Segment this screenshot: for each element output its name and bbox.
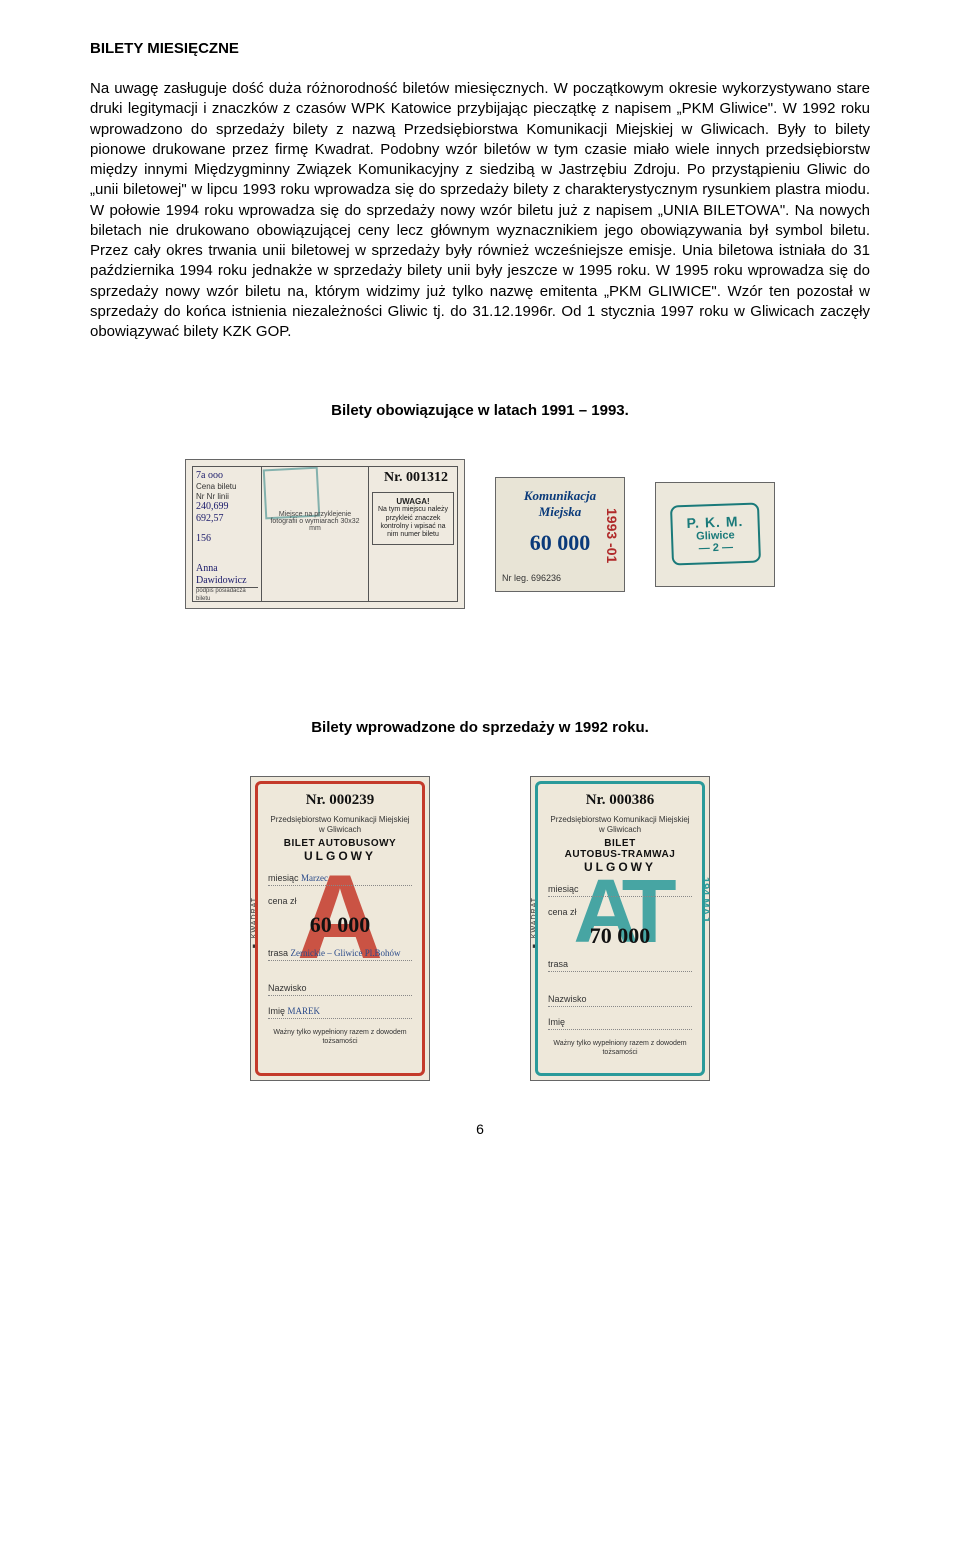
t5-price: 70 000 xyxy=(548,923,692,949)
t4-imie-val: MAREK xyxy=(288,1006,321,1016)
handwritten-line1: 240,699 xyxy=(196,501,258,513)
t4-imie-label: Imię xyxy=(268,1006,285,1016)
pkm-line3: — 2 — xyxy=(687,541,744,555)
t5-number: Nr. 000386 xyxy=(548,792,692,809)
photo-placeholder-text: Miejsce na przyklejenie fotografii o wym… xyxy=(266,511,364,532)
t5-miesiac-label: miesiąc xyxy=(548,884,579,894)
t4-footer: Ważny tylko wypełniony razem z dowodem t… xyxy=(268,1029,412,1046)
ticket-komunikacja: Komunikacja Miejska 60 000 Nr leg. 69623… xyxy=(495,477,625,592)
t5-nazwisko-label: Nazwisko xyxy=(548,994,587,1004)
ticket-row-2: ■ KWADRAT A Nr. 000239 Przedsiębiorstwo … xyxy=(90,776,870,1081)
t4-trasa-val: Zernickie – Gliwice Pl.Bohów xyxy=(291,948,401,958)
t4-type: BILET AUTOBUSOWY xyxy=(268,838,412,849)
cena-label: Cena biletu xyxy=(196,482,258,492)
t5-sidestamp: 194 MAJ xyxy=(699,877,711,922)
body-paragraph: Na uwagę zasługuje dość duża różnorodnoś… xyxy=(90,79,870,342)
handwritten-num: 156 xyxy=(196,533,258,545)
km-date-stamp: 1993 -01 xyxy=(604,508,620,563)
ticket-number: Nr. 001312 xyxy=(372,470,454,486)
page-number: 6 xyxy=(90,1121,870,1137)
t4-miesiac-label: miesiąc xyxy=(268,873,299,883)
t5-cena-label: cena zł xyxy=(548,907,577,917)
t5-footer: Ważny tylko wypełniony razem z dowodem t… xyxy=(548,1040,692,1057)
t5-imie-label: Imię xyxy=(548,1017,565,1027)
t5-trasa-label: trasa xyxy=(548,959,568,969)
ticket-legitymacja: 7a ooo Cena biletu Nr Nr linii 240,699 6… xyxy=(185,459,465,609)
t4-cena-label: cena zł xyxy=(268,896,297,906)
uwaga-label: UWAGA! xyxy=(377,497,449,506)
t4-number: Nr. 000239 xyxy=(268,792,412,809)
uwaga-text: Na tym miejscu należy przykleić znaczek … xyxy=(377,506,449,540)
section-heading-2: Bilety wprowadzone do sprzedaży w 1992 r… xyxy=(90,719,870,736)
t4-price: 60 000 xyxy=(268,912,412,938)
handwritten-price: 7a ooo xyxy=(196,470,258,482)
ticket-1992-teal: ■ KWADRAT AT 194 MAJ Nr. 000386 Przedsię… xyxy=(530,776,710,1081)
pkm-line1: P. K. M. xyxy=(686,513,743,531)
km-price: 60 000 xyxy=(502,530,618,556)
ticket-pkm-stamp: P. K. M. Gliwice — 2 — xyxy=(655,482,775,587)
signature: Anna Dawidowicz xyxy=(196,563,258,588)
km-header: Komunikacja Miejska xyxy=(502,488,618,520)
t4-trasa-label: trasa xyxy=(268,948,288,958)
km-leg: Nr leg. 696236 xyxy=(502,573,561,583)
section-heading-1: Bilety obowiązujące w latach 1991 – 1993… xyxy=(90,402,870,419)
handwritten-line2: 692,57 xyxy=(196,513,258,525)
page-title: BILETY MIESIĘCZNE xyxy=(90,40,870,57)
t5-type1: BILET xyxy=(548,838,692,849)
t5-org: Przedsiębiorstwo Komunikacji Miejskiej w… xyxy=(548,815,692,834)
t4-org: Przedsiębiorstwo Komunikacji Miejskiej w… xyxy=(268,815,412,834)
t4-miesiac-val: Marzec xyxy=(301,873,328,883)
t5-type2: AUTOBUS-TRAMWAJ xyxy=(548,849,692,860)
ticket-1992-red: ■ KWADRAT A Nr. 000239 Przedsiębiorstwo … xyxy=(250,776,430,1081)
nr-linii-label: Nr Nr linii xyxy=(196,492,258,502)
ticket-row-1: 7a ooo Cena biletu Nr Nr linii 240,699 6… xyxy=(90,459,870,609)
t4-nazwisko-label: Nazwisko xyxy=(268,983,307,993)
signature-label: podpis posiadacza biletu xyxy=(196,588,258,602)
